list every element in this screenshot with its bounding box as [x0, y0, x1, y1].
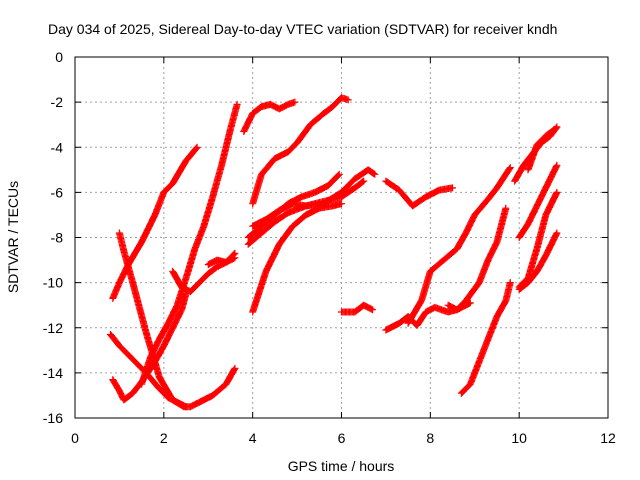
series-markers: [338, 301, 377, 316]
series-8: [240, 98, 299, 135]
chart-title: Day 034 of 2025, Sidereal Day-to-day VTE…: [48, 21, 557, 37]
series-markers: [138, 100, 241, 388]
series-22: [524, 125, 559, 174]
y-tick-label: 0: [55, 49, 63, 65]
series-4: [107, 331, 190, 411]
y-tick-label: -6: [51, 184, 64, 200]
series-19: [457, 279, 514, 397]
series-markers: [444, 204, 510, 314]
y-tick-label: -14: [43, 365, 63, 381]
x-tick-label: 8: [426, 430, 434, 446]
series-markers: [249, 94, 352, 208]
data-series: [107, 94, 561, 411]
series-17: [404, 164, 514, 327]
x-tick-label: 2: [160, 430, 168, 446]
series-14: [338, 301, 377, 316]
series-18: [444, 204, 510, 314]
y-tick-label: -8: [51, 230, 64, 246]
x-axis-label: GPS time / hours: [288, 458, 395, 474]
x-tick-label: 4: [249, 430, 257, 446]
y-tick-label: -10: [43, 275, 63, 291]
series-15: [382, 177, 456, 210]
series-24: [515, 229, 561, 293]
y-tick-label: -2: [51, 94, 64, 110]
y-axis-label: SDTVAR / TECUs: [5, 181, 21, 293]
x-tick-label: 0: [71, 430, 79, 446]
series-markers: [240, 98, 299, 135]
x-tick-label: 10: [511, 430, 527, 446]
series-13: [249, 177, 368, 230]
y-tick-label: -12: [43, 320, 63, 336]
x-tick-label: 6: [338, 430, 346, 446]
y-tick-label: -4: [51, 139, 64, 155]
series-9: [249, 94, 352, 208]
series-5: [138, 100, 241, 388]
axis-ticks: 0 2 4 6 8 10 12 0 -2 -4 -6 -8 -10 -12 -14 -16: [43, 49, 616, 446]
series-21: [515, 161, 561, 241]
y-tick-label: -16: [43, 410, 63, 426]
series-markers: [382, 177, 456, 210]
series-10: [249, 200, 345, 316]
x-tick-label: 12: [600, 430, 616, 446]
series-7: [204, 249, 239, 269]
